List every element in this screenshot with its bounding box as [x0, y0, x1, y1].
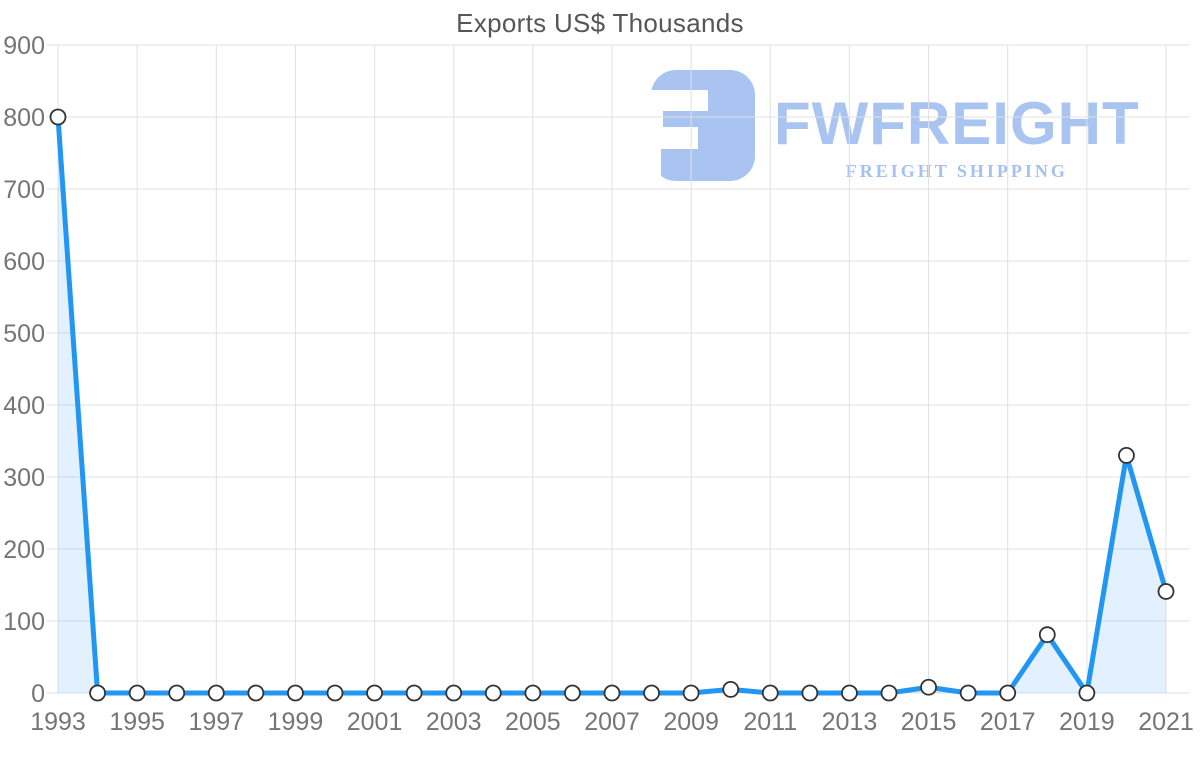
- y-axis-label: 0: [31, 680, 45, 708]
- x-axis-label: 1993: [30, 708, 86, 736]
- y-axis-label: 200: [3, 536, 45, 564]
- y-axis-label: 900: [3, 32, 45, 60]
- data-point-marker[interactable]: [168, 684, 186, 702]
- data-point-marker[interactable]: [524, 684, 542, 702]
- x-axis-label: 1997: [188, 708, 244, 736]
- data-point-marker[interactable]: [89, 684, 106, 702]
- data-point-marker[interactable]: [1118, 446, 1135, 464]
- y-axis-label: 300: [3, 464, 45, 492]
- data-point-marker[interactable]: [761, 684, 779, 702]
- x-axis-label: 2007: [584, 708, 640, 736]
- x-axis-label: 2005: [505, 708, 561, 736]
- data-point-marker[interactable]: [801, 684, 819, 702]
- data-point-marker[interactable]: [959, 684, 977, 702]
- x-axis-label: 2017: [980, 708, 1036, 736]
- y-axis-label: 800: [3, 104, 45, 132]
- y-axis-label: 700: [3, 176, 45, 204]
- data-point-marker[interactable]: [564, 684, 581, 702]
- x-axis-label: 2019: [1059, 708, 1115, 736]
- data-point-marker[interactable]: [207, 684, 225, 702]
- data-point-marker[interactable]: [999, 684, 1017, 702]
- x-axis-label: 2001: [347, 708, 403, 736]
- x-axis-label: 2003: [426, 708, 482, 736]
- chart-title: Exports US$ Thousands: [456, 8, 744, 38]
- data-point-marker[interactable]: [366, 684, 383, 702]
- data-point-marker[interactable]: [722, 681, 740, 698]
- data-point-marker[interactable]: [603, 684, 621, 702]
- y-axis-label: 400: [3, 392, 45, 420]
- data-point-marker[interactable]: [682, 684, 700, 702]
- x-axis-label: 1999: [268, 708, 324, 736]
- data-point-marker[interactable]: [247, 684, 265, 702]
- data-point-marker[interactable]: [880, 684, 898, 702]
- x-axis-label: 2011: [743, 708, 797, 736]
- data-point-marker[interactable]: [643, 684, 660, 702]
- x-axis-label: 1995: [109, 708, 165, 736]
- y-axis-label: 500: [3, 320, 45, 348]
- x-axis-label: 2013: [822, 708, 878, 736]
- data-point-marker[interactable]: [1157, 583, 1175, 600]
- x-axis-label: 2015: [901, 708, 957, 736]
- data-point-marker[interactable]: [841, 684, 858, 702]
- y-axis-label: 100: [3, 608, 45, 636]
- data-point-marker[interactable]: [405, 684, 423, 702]
- data-point-marker[interactable]: [445, 684, 463, 702]
- x-axis-label: 2009: [663, 708, 719, 736]
- data-point-marker[interactable]: [920, 678, 937, 696]
- data-point-marker[interactable]: [1078, 684, 1096, 702]
- data-point-marker[interactable]: [1038, 626, 1056, 644]
- y-axis-label: 600: [3, 248, 45, 276]
- data-point-marker[interactable]: [49, 108, 67, 126]
- data-point-marker[interactable]: [287, 684, 304, 702]
- x-axis-label: 2021: [1138, 708, 1194, 736]
- data-point-marker[interactable]: [128, 684, 146, 702]
- data-point-marker[interactable]: [484, 684, 502, 702]
- data-point-marker[interactable]: [326, 684, 344, 702]
